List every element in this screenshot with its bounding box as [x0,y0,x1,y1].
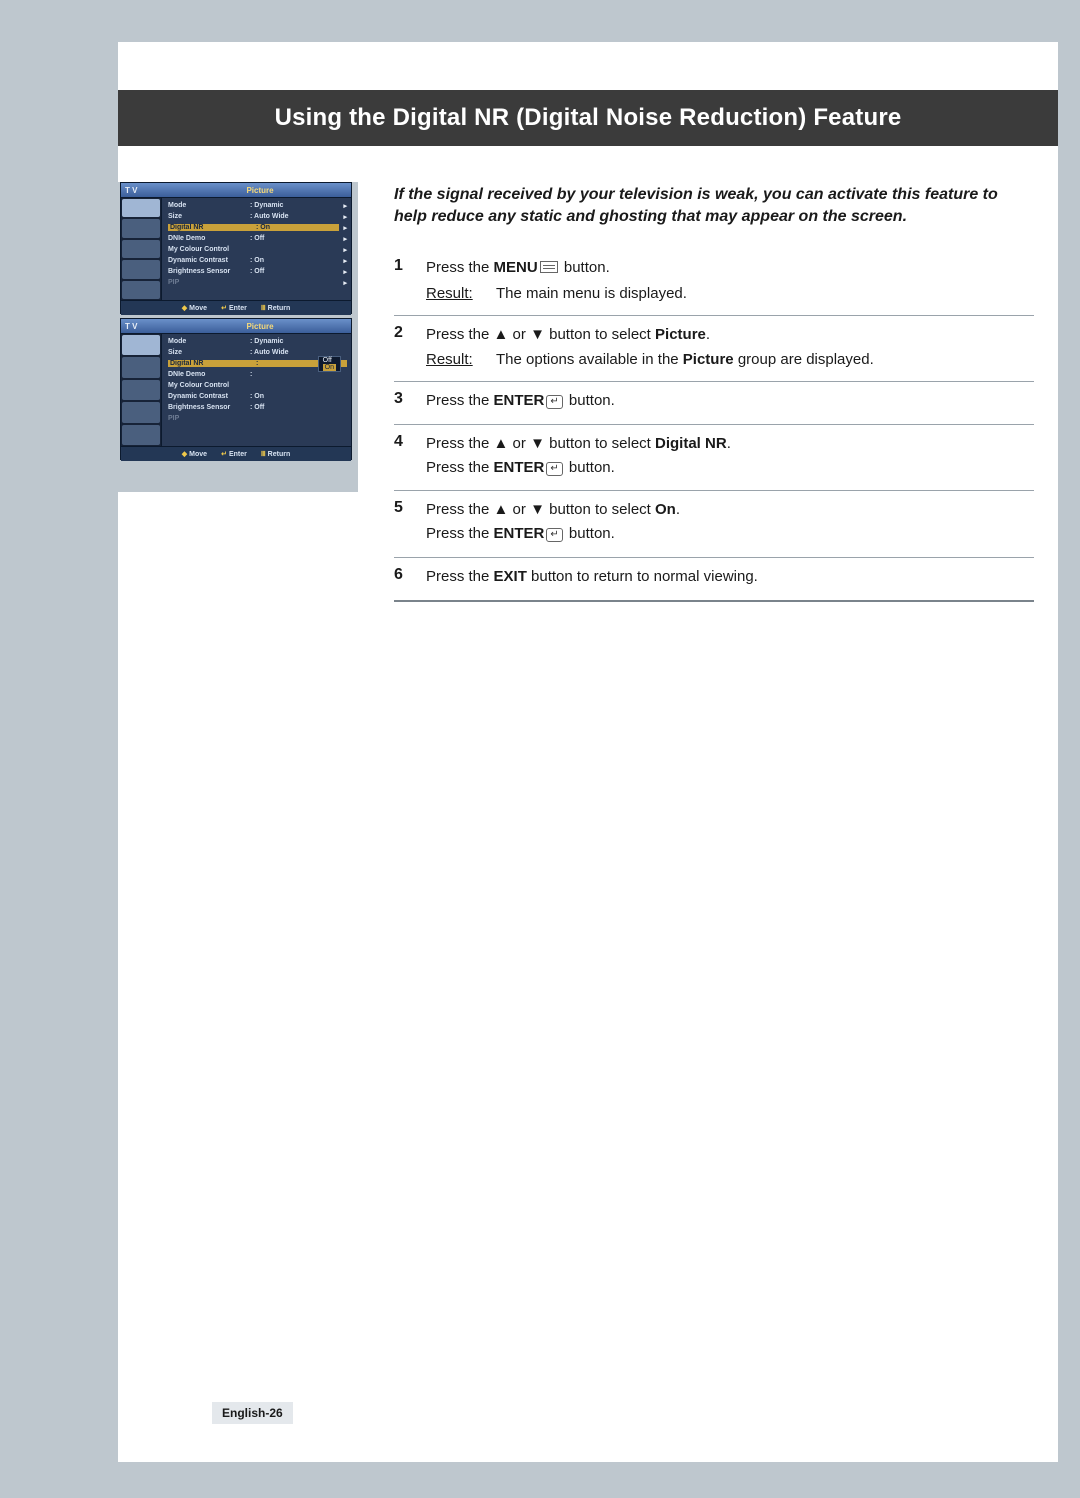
osd-section-title: Picture [169,322,351,331]
osd-section-title: Picture [169,186,351,195]
page-background: Using the Digital NR (Digital Noise Redu… [0,0,1080,1498]
osd-category-icon [122,281,160,299]
osd-header: T V Picture [121,319,351,334]
osd-body: Mode: DynamicSize: Auto WideDigital NR:D… [121,334,351,446]
osd-footer-move: ◆Move [182,450,207,458]
page-title: Using the Digital NR (Digital Noise Redu… [275,104,902,132]
osd-option-list: Mode: DynamicSize: Auto WideDigital NR:D… [162,334,351,446]
osd-menu-2: T V Picture Mode: DynamicSize: Auto Wide… [120,318,352,460]
osd-footer-enter: ↵Enter [221,450,247,458]
step: 1Press the MENU button.Result:The main m… [394,249,1034,316]
osd-row: Mode: Dynamic▸ [168,200,347,211]
osd-row: Brightness Sensor: Off▸ [168,266,347,277]
osd-category-icon [122,219,160,237]
osd-footer: ◆Move ↵Enter ⅢReturn [121,446,351,461]
osd-category-icon [122,357,160,377]
osd-option-list: Mode: Dynamic▸Size: Auto Wide▸Digital NR… [162,198,351,300]
sidebar-column: T V Picture Mode: Dynamic▸Size: Auto Wid… [118,182,358,492]
osd-category-icons [121,198,162,300]
osd-row: Size: Auto Wide▸ [168,211,347,222]
osd-category-icon [122,402,160,422]
osd-row: My Colour Control [168,380,347,391]
osd-footer: ◆Move ↵Enter ⅢReturn [121,300,351,315]
step-body: Press the ▲ or ▼ button to select Digita… [426,433,1034,481]
step-body: Press the EXIT button to return to norma… [426,566,1034,590]
enter-icon: ↵ [546,462,562,476]
osd-category-icon [122,260,160,278]
osd-footer-return: ⅢReturn [261,304,290,312]
osd-tv-label: T V [121,186,169,195]
osd-row: My Colour Control▸ [168,244,347,255]
enter-icon: ↵ [546,528,562,542]
osd-row: Mode: Dynamic [168,336,347,347]
osd-category-icons [121,334,162,446]
osd-row: Brightness Sensor: Off [168,402,347,413]
step-number: 1 [394,257,426,275]
step-result: Result:The options available in the Pict… [426,349,1034,371]
osd-tv-label: T V [121,322,169,331]
osd-row: Dynamic Contrast: On▸ [168,255,347,266]
arrow-symbol: ▼ [530,433,545,455]
osd-body: Mode: Dynamic▸Size: Auto Wide▸Digital NR… [121,198,351,300]
step-number: 6 [394,566,426,584]
step-body: Press the MENU button.Result:The main me… [426,257,1034,305]
osd-row: DNIe Demo: Off▸ [168,233,347,244]
osd-row: Digital NR: On▸ [168,222,347,233]
osd-footer-return: ⅢReturn [261,450,290,458]
arrow-symbol: ▲ [494,499,509,521]
intro-text: If the signal received by your televisio… [394,184,1034,227]
osd-footer-enter: ↵Enter [221,304,247,312]
arrow-symbol: ▼ [530,324,545,346]
step-number: 2 [394,324,426,342]
menu-icon [540,261,558,273]
step-number: 3 [394,390,426,408]
step-number: 5 [394,499,426,517]
step: 6Press the EXIT button to return to norm… [394,558,1034,602]
osd-row: Dynamic Contrast: On [168,391,347,402]
page-inner: Using the Digital NR (Digital Noise Redu… [118,42,1058,1462]
osd-category-icon [122,199,160,217]
osd-popup: OffOn [318,356,341,372]
osd-category-icon [122,335,160,355]
step-body: Press the ENTER↵ button. [426,390,1034,414]
step: 5Press the ▲ or ▼ button to select On.Pr… [394,491,1034,558]
osd-category-icon [122,425,160,445]
osd-row: PIP▸ [168,277,347,288]
arrow-symbol: ▼ [530,499,545,521]
osd-menu-1: T V Picture Mode: Dynamic▸Size: Auto Wid… [120,182,352,314]
arrow-symbol: ▲ [494,324,509,346]
arrow-symbol: ▲ [494,433,509,455]
step-body: Press the ▲ or ▼ button to select Pictur… [426,324,1034,372]
title-band: Using the Digital NR (Digital Noise Redu… [118,90,1058,146]
step: 4Press the ▲ or ▼ button to select Digit… [394,425,1034,492]
osd-header: T V Picture [121,183,351,198]
osd-category-icon [122,240,160,258]
step-list: 1Press the MENU button.Result:The main m… [394,249,1034,602]
page-number: English-26 [212,1402,293,1424]
step: 3Press the ENTER↵ button. [394,382,1034,425]
osd-row: PIP [168,413,347,424]
osd-category-icon [122,380,160,400]
osd-footer-move: ◆Move [182,304,207,312]
enter-icon: ↵ [546,395,562,409]
step-result: Result:The main menu is displayed. [426,283,1034,305]
step-number: 4 [394,433,426,451]
step-body: Press the ▲ or ▼ button to select On.Pre… [426,499,1034,547]
main-content: If the signal received by your televisio… [394,184,1034,602]
step: 2Press the ▲ or ▼ button to select Pictu… [394,316,1034,383]
